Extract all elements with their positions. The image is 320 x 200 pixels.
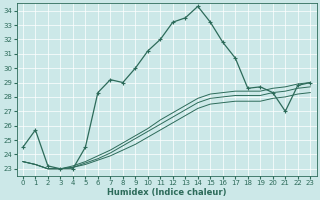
X-axis label: Humidex (Indice chaleur): Humidex (Indice chaleur) — [107, 188, 226, 197]
